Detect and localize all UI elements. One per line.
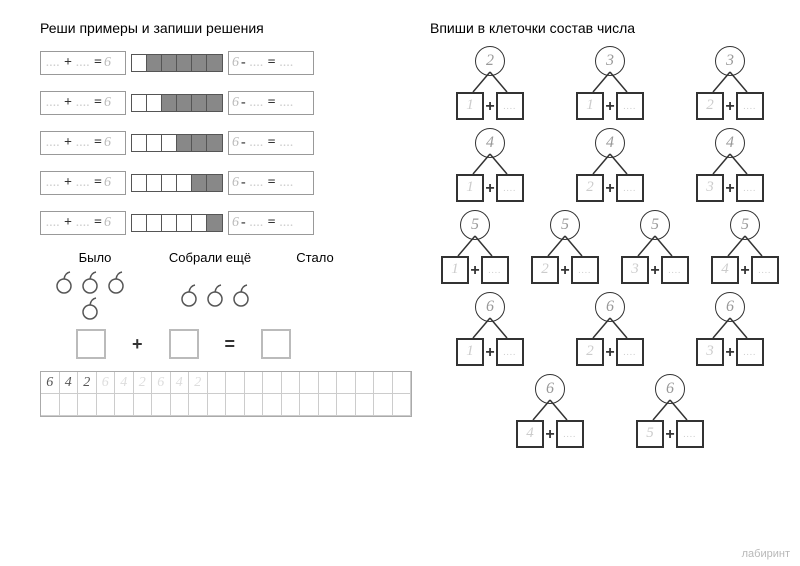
left-heading: Реши примеры и запиши решения <box>40 20 415 36</box>
number-bond: 5 1 + .... <box>435 210 515 284</box>
bond-box-left[interactable]: 2 <box>576 338 604 366</box>
box-equation: + = <box>40 329 415 359</box>
number-bond: 2 1 + .... <box>450 46 530 120</box>
cherry-icon <box>203 283 227 307</box>
cherry-icon <box>78 296 102 320</box>
word-problem-labels: Было Собрали ещё Стало <box>40 250 415 265</box>
bond-box-left[interactable]: 5 <box>636 420 664 448</box>
equation-row: ....+....=66-....=.... <box>40 166 415 200</box>
number-bond: 6 3 + .... <box>690 292 770 366</box>
bond-box-left[interactable]: 3 <box>696 174 724 202</box>
cherry-icon <box>177 283 201 307</box>
bond-box-left[interactable]: 1 <box>456 174 484 202</box>
bond-box-right[interactable]: .... <box>616 92 644 120</box>
bond-box-right[interactable]: .... <box>751 256 779 284</box>
bond-box-left[interactable]: 1 <box>576 92 604 120</box>
bond-box-right[interactable]: .... <box>676 420 704 448</box>
bond-box-left[interactable]: 4 <box>711 256 739 284</box>
bond-box-left[interactable]: 1 <box>456 92 484 120</box>
cherry-icon <box>104 270 128 294</box>
cherry-icon <box>229 283 253 307</box>
bond-box-right[interactable]: .... <box>556 420 584 448</box>
answer-box[interactable] <box>261 329 291 359</box>
bond-box-left[interactable]: 2 <box>696 92 724 120</box>
bond-box-right[interactable]: .... <box>496 338 524 366</box>
number-bond: 5 4 + .... <box>705 210 785 284</box>
cherry-icon <box>78 270 102 294</box>
number-bond: 6 2 + .... <box>570 292 650 366</box>
equation-row: ....+....=66-....=.... <box>40 86 415 120</box>
bond-box-right[interactable]: .... <box>571 256 599 284</box>
cherry-icon <box>52 270 76 294</box>
bond-box-right[interactable]: .... <box>661 256 689 284</box>
bond-box-left[interactable]: 2 <box>531 256 559 284</box>
bond-box-left[interactable]: 1 <box>441 256 469 284</box>
bond-box-right[interactable]: .... <box>736 92 764 120</box>
number-bond: 4 2 + .... <box>570 128 650 202</box>
number-bond: 5 3 + .... <box>615 210 695 284</box>
number-bond: 4 1 + .... <box>450 128 530 202</box>
equation-row: ....+....=66-....=.... <box>40 46 415 80</box>
cherries-row <box>40 269 415 321</box>
answer-box[interactable] <box>76 329 106 359</box>
watermark: лабиринт <box>742 548 790 560</box>
number-bond: 3 2 + .... <box>690 46 770 120</box>
number-bond: 3 1 + .... <box>570 46 650 120</box>
right-heading: Впиши в клеточки состав числа <box>430 20 790 36</box>
number-bond: 6 4 + .... <box>510 374 590 448</box>
bond-box-left[interactable]: 2 <box>576 174 604 202</box>
bond-box-left[interactable]: 4 <box>516 420 544 448</box>
number-bond: 6 5 + .... <box>630 374 710 448</box>
bond-box-right[interactable]: .... <box>616 338 644 366</box>
number-bond: 5 2 + .... <box>525 210 605 284</box>
bond-box-left[interactable]: 1 <box>456 338 484 366</box>
bond-box-right[interactable]: .... <box>481 256 509 284</box>
bond-box-right[interactable]: .... <box>496 92 524 120</box>
bond-box-left[interactable]: 3 <box>696 338 724 366</box>
bond-box-right[interactable]: .... <box>496 174 524 202</box>
equation-row: ....+....=66-....=.... <box>40 206 415 240</box>
bond-box-right[interactable]: .... <box>616 174 644 202</box>
answer-box[interactable] <box>169 329 199 359</box>
number-bond: 6 1 + .... <box>450 292 530 366</box>
bond-box-left[interactable]: 3 <box>621 256 649 284</box>
writing-grid[interactable]: 642642642 <box>40 371 412 417</box>
number-bond: 4 3 + .... <box>690 128 770 202</box>
bond-box-right[interactable]: .... <box>736 338 764 366</box>
bond-box-right[interactable]: .... <box>736 174 764 202</box>
equation-row: ....+....=66-....=.... <box>40 126 415 160</box>
